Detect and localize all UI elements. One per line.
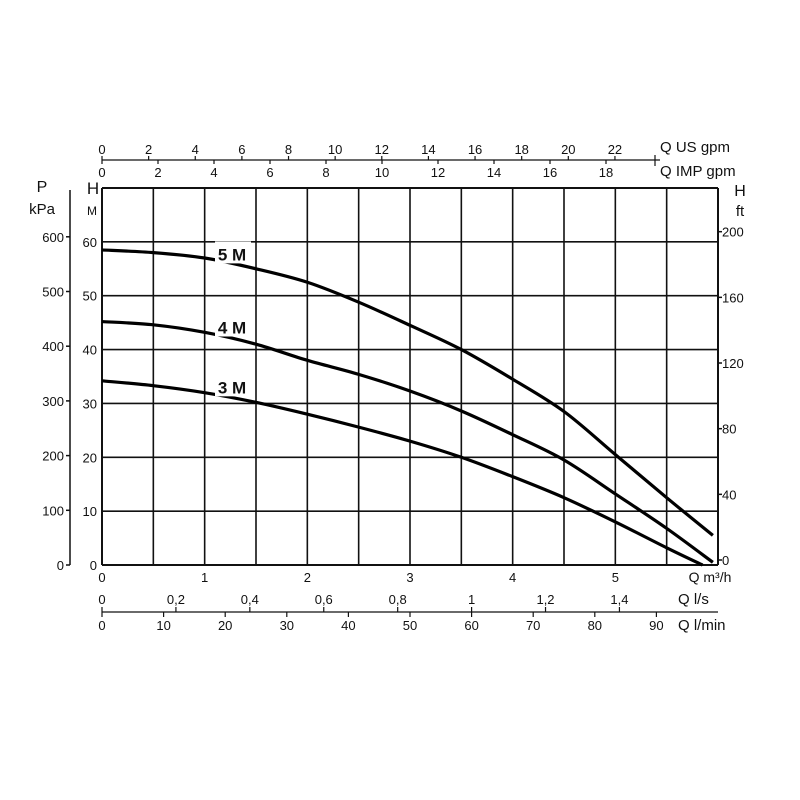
- lmin-tick-label: 20: [218, 618, 232, 633]
- lmin-tick-label: 60: [464, 618, 478, 633]
- imp-gpm-tick-label: 6: [266, 165, 273, 180]
- imp-gpm-tick-label: 12: [431, 165, 445, 180]
- pressure-tick-label: 200: [42, 449, 64, 464]
- us-gpm-tick-label: 2: [145, 142, 152, 157]
- series-label: 3 M: [218, 378, 246, 397]
- imp-gpm-tick-label: 0: [98, 165, 105, 180]
- us-gpm-tick-label: 20: [561, 142, 575, 157]
- y-axis-label-h: H: [87, 179, 99, 198]
- pressure-tick-label: 300: [42, 394, 64, 409]
- imp-gpm-tick-label: 18: [599, 165, 613, 180]
- ft-tick-label: 160: [722, 290, 744, 305]
- ft-tick-label: 40: [722, 487, 736, 502]
- series-label-bg: [215, 374, 251, 397]
- imp-gpm-tick-label: 10: [375, 165, 389, 180]
- y-tick-label: 0: [90, 558, 97, 573]
- ls-tick-label: 1: [468, 592, 475, 607]
- x-axis-label: Q m³/h: [689, 569, 732, 585]
- ft-tick-label: 80: [722, 422, 736, 437]
- lmin-tick-label: 50: [403, 618, 417, 633]
- ls-tick-label: 0,4: [241, 592, 259, 607]
- us-gpm-tick-label: 6: [238, 142, 245, 157]
- us-gpm-tick-label: 12: [375, 142, 389, 157]
- lmin-axis-label: Q l/min: [678, 617, 726, 634]
- us-gpm-tick-label: 18: [514, 142, 528, 157]
- y-tick-label: 40: [83, 343, 97, 358]
- x-tick-label: 2: [304, 570, 311, 585]
- x-tick-label: 3: [406, 570, 413, 585]
- pressure-axis-label-p: P: [37, 179, 48, 196]
- x-tick-label: 0: [98, 570, 105, 585]
- pressure-axis-label-unit: kPa: [29, 201, 56, 218]
- lmin-tick-label: 30: [280, 618, 294, 633]
- series-curve-3m: [101, 379, 704, 567]
- series-curve-5m: [101, 248, 714, 537]
- lmin-tick-label: 90: [649, 618, 663, 633]
- pressure-tick-label: 500: [42, 285, 64, 300]
- ft-tick-label: 200: [722, 225, 744, 240]
- lmin-tick-label: 10: [156, 618, 170, 633]
- lmin-tick-label: 0: [98, 618, 105, 633]
- y-tick-label: 10: [83, 504, 97, 519]
- imp-gpm-axis-label: Q IMP gpm: [660, 163, 736, 180]
- y-tick-label: 60: [83, 235, 97, 250]
- us-gpm-tick-label: 0: [98, 142, 105, 157]
- ft-tick-label: 0: [722, 553, 729, 568]
- x-tick-label: 5: [612, 570, 619, 585]
- us-gpm-tick-label: 8: [285, 142, 292, 157]
- ls-tick-label: 1,2: [536, 592, 554, 607]
- pressure-tick-label: 600: [42, 230, 64, 245]
- us-gpm-tick-label: 4: [192, 142, 199, 157]
- us-gpm-axis-label: Q US gpm: [660, 139, 730, 156]
- y-axis-label-unit: M: [87, 204, 97, 218]
- imp-gpm-tick-label: 16: [543, 165, 557, 180]
- ls-tick-label: 1,4: [610, 592, 628, 607]
- ft-axis-label-h: H: [734, 183, 746, 200]
- series-label-bg: [215, 241, 251, 264]
- x-tick-label: 1: [201, 570, 208, 585]
- ls-axis-label: Q l/s: [678, 591, 709, 608]
- y-tick-label: 20: [83, 450, 97, 465]
- x-tick-label: 4: [509, 570, 516, 585]
- pressure-tick-label: 0: [57, 558, 64, 573]
- y-tick-label: 50: [83, 289, 97, 304]
- series-label: 4 M: [218, 318, 246, 337]
- ls-tick-label: 0,2: [167, 592, 185, 607]
- ft-axis-label-unit: ft: [736, 203, 745, 220]
- y-tick-label: 30: [83, 396, 97, 411]
- us-gpm-tick-label: 10: [328, 142, 342, 157]
- series-label-bg: [215, 314, 251, 337]
- pressure-tick-label: 100: [42, 503, 64, 518]
- series-label: 5 M: [218, 245, 246, 264]
- imp-gpm-tick-label: 4: [210, 165, 217, 180]
- pressure-tick-label: 400: [42, 339, 64, 354]
- us-gpm-tick-label: 14: [421, 142, 435, 157]
- series-curve-4m: [101, 319, 714, 564]
- imp-gpm-tick-label: 2: [154, 165, 161, 180]
- lmin-tick-label: 40: [341, 618, 355, 633]
- us-gpm-tick-label: 16: [468, 142, 482, 157]
- lmin-tick-label: 70: [526, 618, 540, 633]
- imp-gpm-tick-label: 14: [487, 165, 501, 180]
- ls-tick-label: 0: [98, 592, 105, 607]
- us-gpm-tick-label: 22: [608, 142, 622, 157]
- ls-tick-label: 0,8: [389, 592, 407, 607]
- ls-tick-label: 0,6: [315, 592, 333, 607]
- lmin-tick-label: 80: [588, 618, 602, 633]
- imp-gpm-tick-label: 8: [322, 165, 329, 180]
- ft-tick-label: 120: [722, 356, 744, 371]
